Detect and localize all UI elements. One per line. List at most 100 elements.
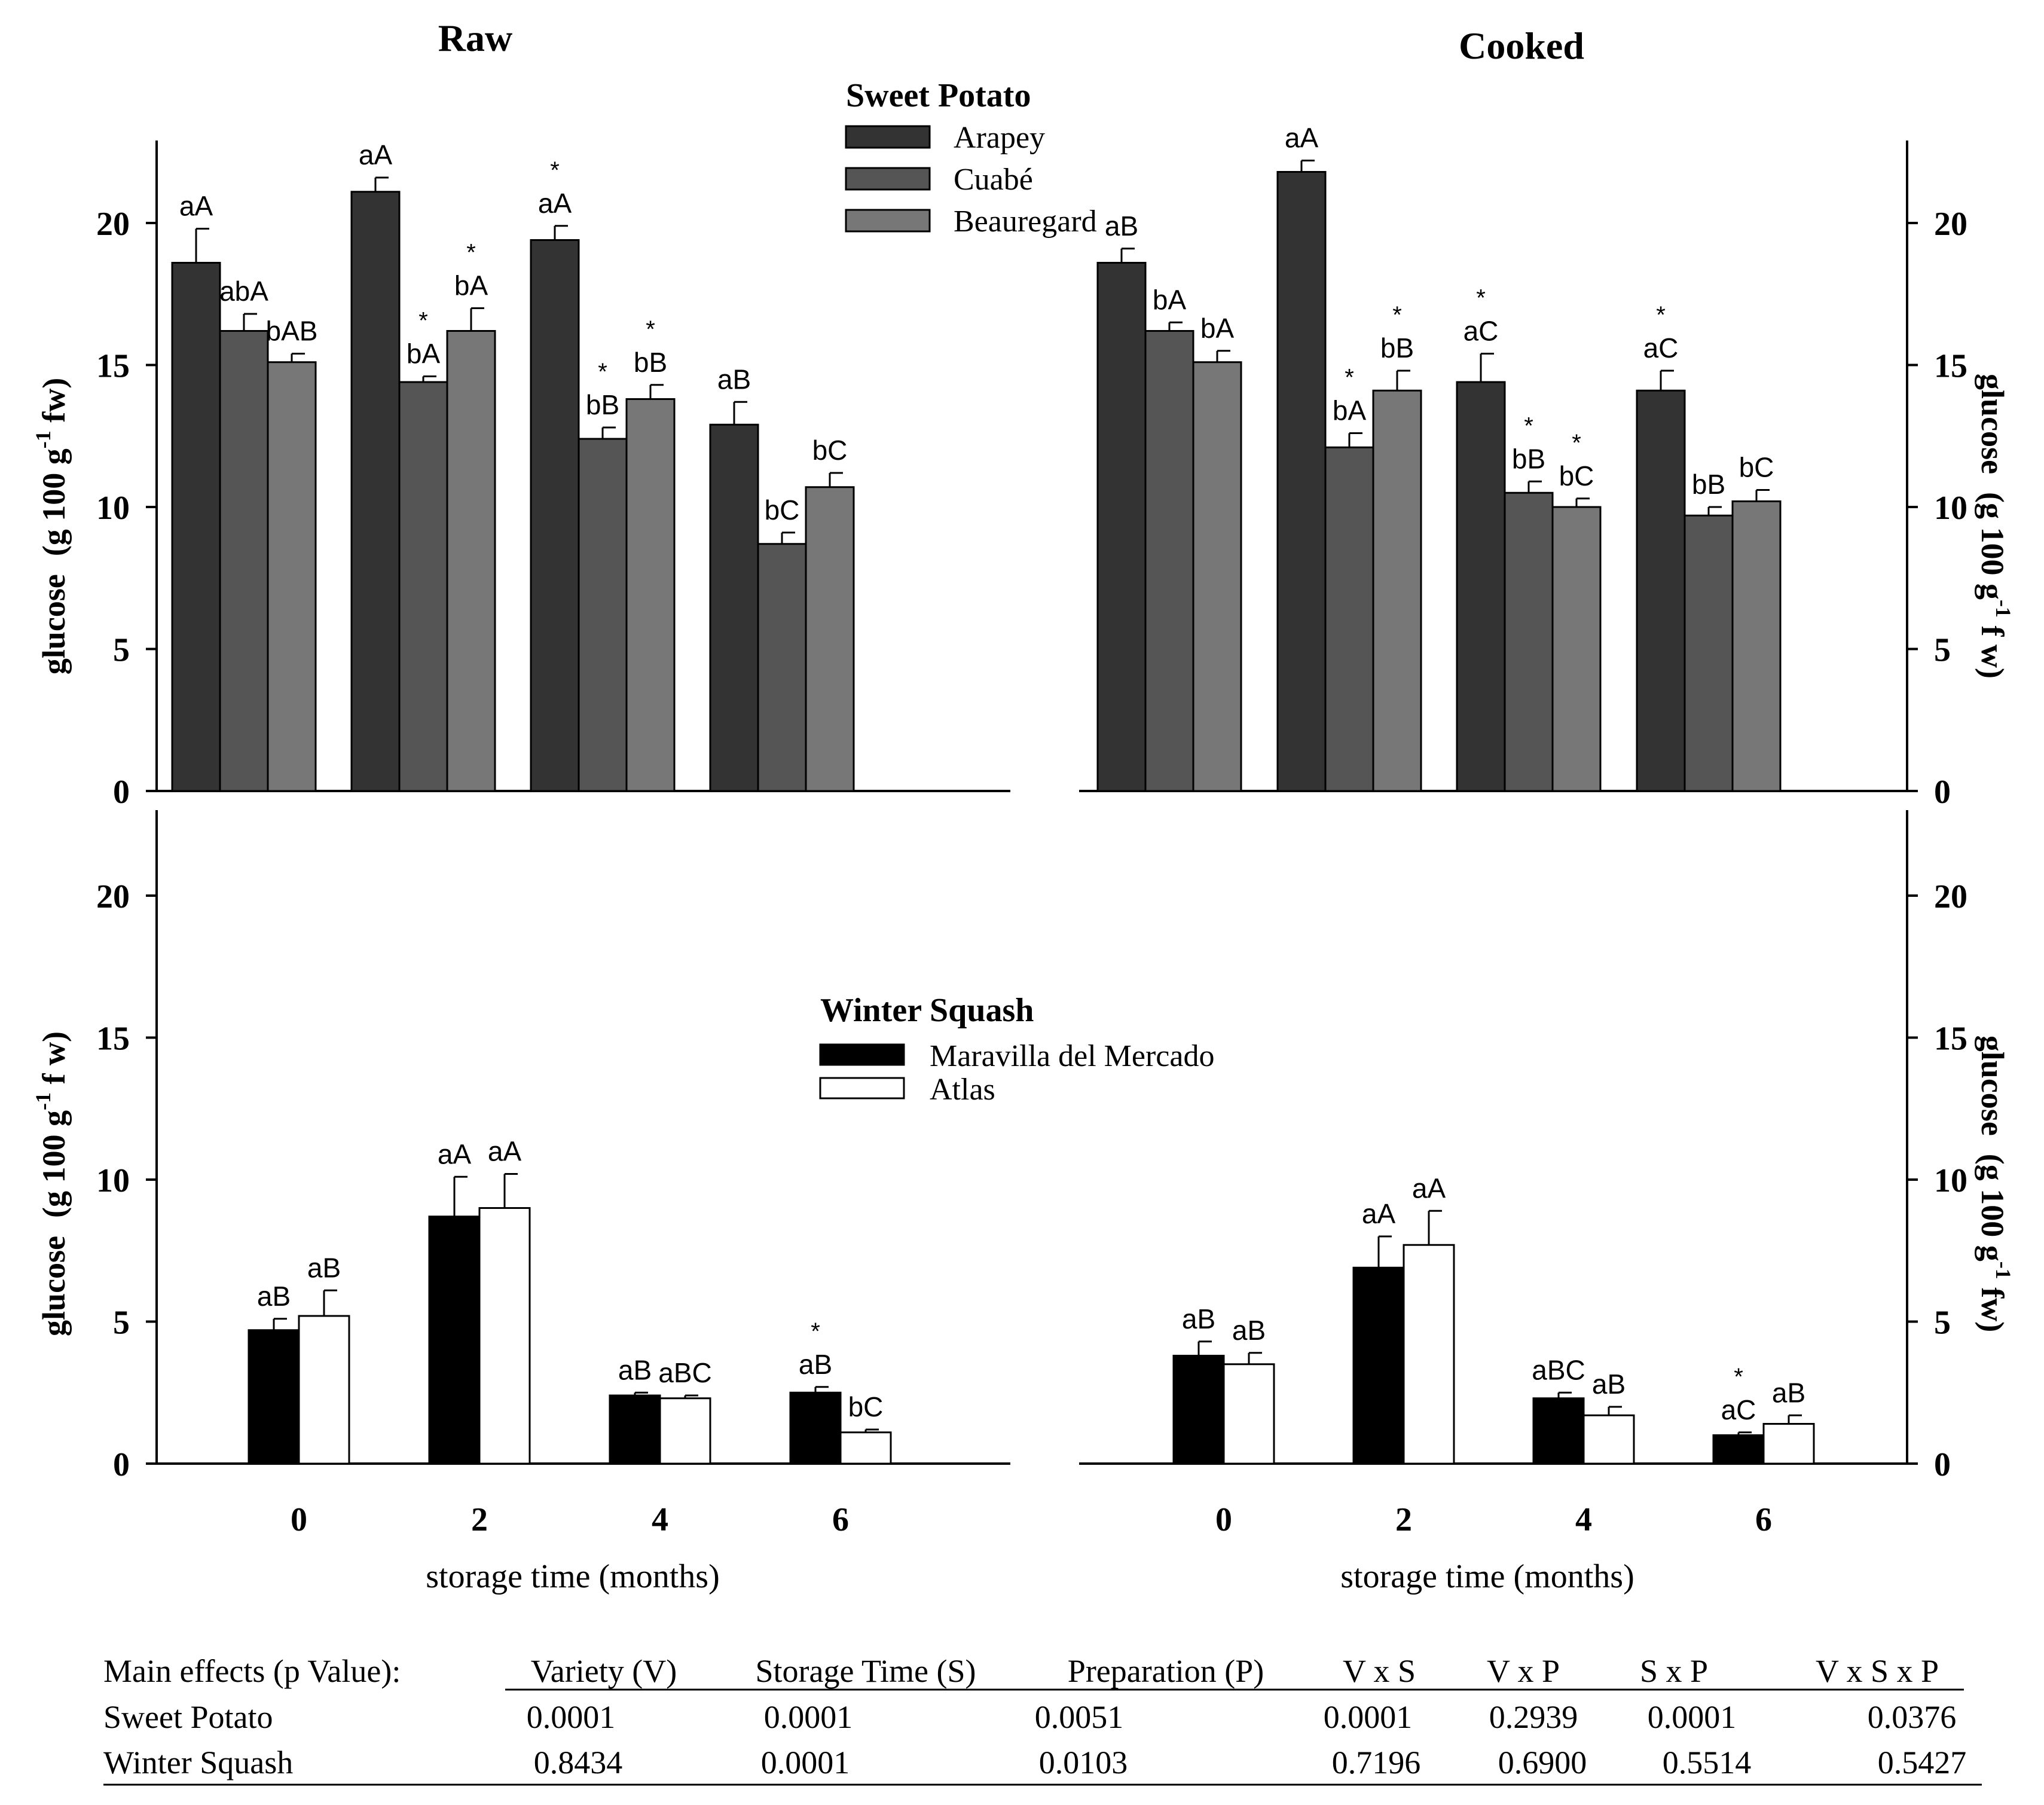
bar <box>398 381 448 792</box>
table-cell: 0.6900 <box>1498 1745 1587 1780</box>
bar <box>1456 381 1506 792</box>
y-tick-label: 10 <box>1934 490 1967 527</box>
y-tick-label: 15 <box>1934 1021 1967 1058</box>
bar <box>659 1397 711 1465</box>
bar <box>789 1391 842 1465</box>
bar-annotation: aA <box>1412 1172 1446 1204</box>
bar <box>1712 1434 1765 1465</box>
bar <box>709 423 759 792</box>
significance-star: * <box>1476 285 1486 311</box>
significance-star: * <box>1572 430 1581 456</box>
bar <box>248 1329 300 1465</box>
y-tick-label: 20 <box>96 206 130 243</box>
y-axis-label-bottom-left: glucose(g 100 g-1 f w) <box>31 1031 72 1336</box>
y-axis-label-top-right: glucose(g 100 g-1 f w) <box>1975 374 2015 679</box>
bar <box>757 543 807 792</box>
bar-annotation: aB <box>717 364 751 395</box>
bar-annotation: bB <box>634 347 667 378</box>
bar <box>1582 1414 1635 1465</box>
bar <box>446 330 496 792</box>
bar-annotation: aB <box>618 1354 652 1385</box>
bar-annotation: bB <box>1692 469 1725 500</box>
bar <box>1403 1244 1455 1465</box>
x-tick-label: 0 <box>291 1501 307 1538</box>
significance-star: * <box>550 157 560 184</box>
bar <box>219 330 269 792</box>
significance-star: * <box>466 240 476 266</box>
bar <box>805 486 855 792</box>
y-tick-label: 10 <box>96 1162 130 1199</box>
bar-annotation: aA <box>488 1136 522 1167</box>
bar-annotation: bB <box>1512 443 1545 474</box>
bar-annotation: abA <box>219 276 268 307</box>
significance-star: * <box>1524 413 1533 439</box>
bar <box>1762 1423 1815 1465</box>
table-header-cell: V x S <box>1343 1653 1416 1689</box>
bar <box>839 1431 892 1465</box>
title-raw: Raw <box>438 17 512 59</box>
bar <box>1172 1355 1225 1465</box>
table-cell: 0.0051 <box>1035 1699 1124 1735</box>
y-tick-label: 10 <box>1934 1162 1967 1199</box>
legend-swatch-cuabe <box>845 167 931 191</box>
bar <box>1192 361 1242 792</box>
bar <box>1532 1397 1585 1465</box>
table-cell: 0.0001 <box>764 1699 853 1735</box>
y-tick-label: 10 <box>96 490 130 527</box>
bar <box>609 1394 661 1465</box>
table-cell: 0.0001 <box>1648 1699 1737 1735</box>
legend-swatch-arapey <box>845 125 931 149</box>
legend-label: Beauregard <box>954 204 1097 239</box>
table-cell: 0.0103 <box>1039 1745 1128 1780</box>
y-tick-label: 5 <box>113 632 130 669</box>
bar-annotation: aC <box>1464 316 1499 347</box>
bar <box>1352 1266 1405 1465</box>
table-row-label: Sweet Potato <box>103 1699 273 1735</box>
x-axis-label-right: storage time (months) <box>1340 1558 1634 1595</box>
bar-annotation: aC <box>1643 332 1679 364</box>
bar-annotation: aA <box>1362 1198 1396 1229</box>
table-cell: 0.7196 <box>1332 1745 1421 1780</box>
legend-swatch-beauregard <box>845 209 931 233</box>
table-cell: 0.0001 <box>761 1745 850 1780</box>
bar <box>1551 506 1602 792</box>
x-tick-label: 2 <box>1395 1501 1412 1538</box>
legend-label: Cuabé <box>954 163 1033 197</box>
legend-title: Sweet Potato <box>846 77 1031 114</box>
bar-annotation: aB <box>1182 1303 1215 1334</box>
bar <box>625 398 676 792</box>
significance-star: * <box>1734 1364 1743 1390</box>
bar-annotation: aA <box>438 1138 472 1169</box>
y-tick-label: 0 <box>1934 1446 1951 1483</box>
x-axis-label-left: storage time (months) <box>426 1558 719 1595</box>
table-cell: 0.0001 <box>1324 1699 1413 1735</box>
x-tick-label: 2 <box>471 1501 488 1538</box>
table-header-cell: Preparation (P) <box>1068 1653 1264 1689</box>
y-tick-label: 0 <box>1934 774 1951 811</box>
y-axis-label-bottom-right: glucose(g 100 g-1 fw) <box>1975 1036 2015 1332</box>
legend-label: Arapey <box>954 121 1045 155</box>
bar-annotation: bA <box>454 270 488 301</box>
legend-label: Atlas <box>930 1073 995 1107</box>
legend-swatch-atlas <box>819 1077 905 1100</box>
bar-annotation: aA <box>179 191 213 222</box>
y-tick-label: 15 <box>96 348 130 385</box>
x-tick-label: 4 <box>1575 1501 1592 1538</box>
bar <box>1372 389 1422 792</box>
table-cell: 0.0376 <box>1868 1699 1957 1735</box>
bar-annotation: aA <box>1285 123 1319 154</box>
bar-annotation: bC <box>848 1391 884 1422</box>
bar-annotation: aBC <box>658 1357 711 1388</box>
bar-annotation: aB <box>1772 1377 1805 1408</box>
legend-label: Maravilla del Mercado <box>930 1039 1214 1073</box>
bar <box>578 438 628 792</box>
table-cell: 0.8434 <box>534 1745 623 1780</box>
y-tick-label: 5 <box>113 1305 130 1342</box>
table-cell: 0.5514 <box>1663 1745 1752 1780</box>
bar-annotation: bB <box>1380 332 1414 364</box>
bar <box>171 262 221 792</box>
y-tick-label: 20 <box>96 878 130 915</box>
bar-annotation: bC <box>812 435 848 466</box>
